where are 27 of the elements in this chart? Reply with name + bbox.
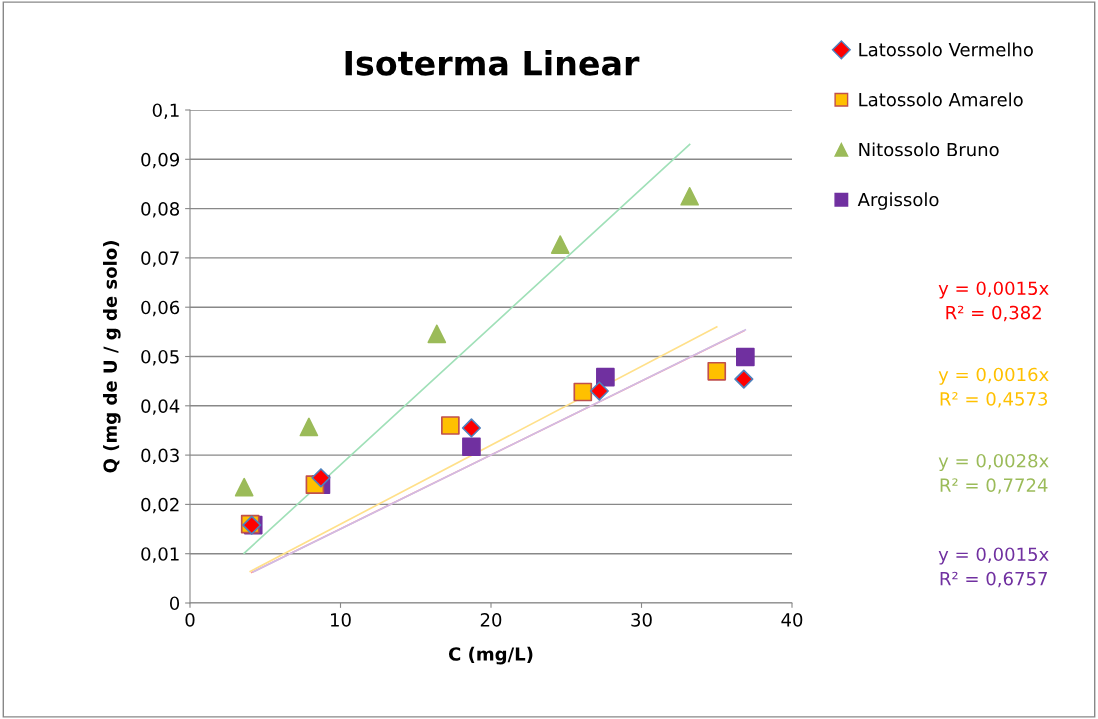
text: y = 0,0015x R² = 0,382 (938, 281, 1049, 322)
legend-label: Argissolo (857, 192, 939, 210)
y-tick-label: 0,05 (141, 349, 179, 366)
y-axis-title: Q (mg de U / g de solo) (103, 241, 121, 473)
y-tick-label: 0,06 (141, 300, 180, 317)
y-tick-label: 0,03 (141, 448, 179, 465)
legend-label: Latossolo Amarelo (859, 92, 1023, 107)
y-tick-label: 0,09 (141, 152, 180, 169)
text: y = 0,0028x R² = 0,7724 (938, 453, 1049, 494)
x-tick-label: 20 (480, 613, 502, 627)
y-tick-label: 0,04 (141, 399, 180, 415)
x-tick-label: 40 (781, 613, 803, 627)
y-tick-label: 0,07 (141, 251, 179, 267)
x-axis-title: C (mg/L) (448, 646, 533, 665)
x-tick-label: 30 (631, 613, 652, 627)
legend-label: Latossolo Vermelho (859, 42, 1033, 57)
y-tick-label: 0,01 (141, 547, 179, 563)
y-tick-label: 0,1 (152, 103, 179, 119)
y-tick-label: 0,02 (141, 497, 179, 514)
chart-title: Isoterma Linear (345, 49, 640, 76)
text: y = 0,0016x R² = 0,4573 (938, 367, 1049, 408)
x-tick-label: 0 (185, 613, 195, 627)
legend-label: Nitossolo Bruno (859, 142, 999, 157)
text: y = 0,0015x R² = 0,6757 (938, 547, 1049, 588)
y-tick-label: 0 (169, 596, 180, 611)
x-tick-label: 10 (331, 613, 351, 627)
y-tick-label: 0,08 (141, 202, 180, 218)
